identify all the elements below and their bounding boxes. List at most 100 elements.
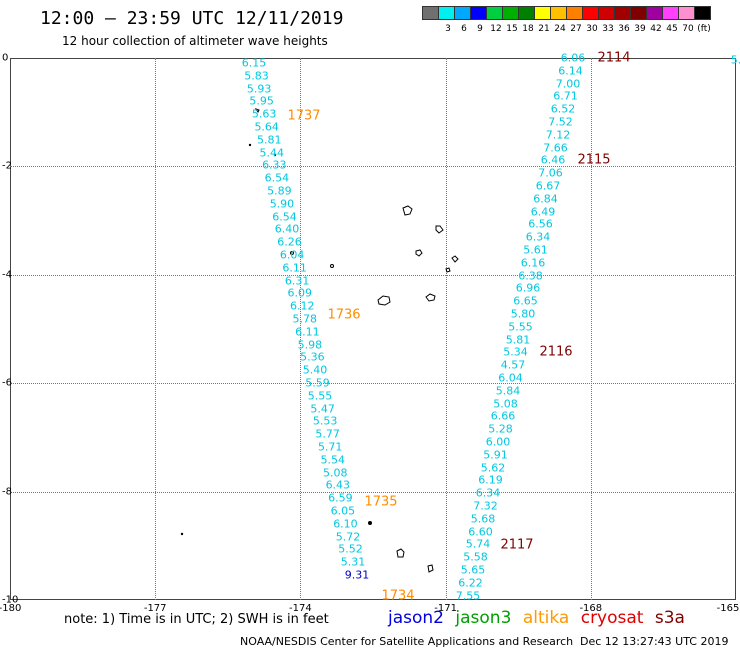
legend-tick-label: 12	[490, 24, 502, 34]
legend-swatch	[534, 6, 551, 20]
credit-line: NOAA/NESDIS Center for Satellite Applica…	[240, 635, 574, 648]
legend-tick-label: 39	[634, 24, 646, 34]
wave-height-label: 7.55	[455, 589, 481, 603]
wave-height-label: 6.15	[241, 56, 267, 70]
wave-height-label: 5.68	[470, 512, 496, 526]
longitude-label: -168	[579, 603, 603, 614]
legend-swatch	[438, 6, 455, 20]
plot-frame	[10, 58, 736, 600]
wave-height-label: 5.83	[244, 69, 269, 83]
latitude-label: 0	[2, 52, 9, 64]
legend-tick-label: (ft)	[697, 24, 711, 34]
wave-height-label: 5.95	[249, 94, 274, 108]
wave-height-label: 6.22	[458, 576, 483, 590]
wave-height-label: 5.58	[463, 550, 488, 564]
wave-height-label: 6.04	[498, 371, 523, 385]
legend-swatch	[486, 6, 503, 20]
wave-height-label: 5.08	[323, 466, 348, 480]
wave-height-label: 5.44	[259, 146, 285, 160]
pass-time-label: 2116	[539, 344, 573, 360]
wave-height-label: 6.16	[520, 256, 546, 270]
grid-line-vertical	[445, 58, 447, 600]
wave-height-label: 6.06	[560, 51, 586, 65]
legend-tick-label: 45	[666, 24, 678, 34]
legend-tick-label: 15	[506, 24, 518, 34]
wave-height-label: 6.12	[290, 299, 315, 313]
latitude-label: -10	[2, 594, 19, 606]
wave-height-label: 6.54	[272, 210, 297, 224]
wave-height-label: 5.89	[267, 184, 292, 198]
wave-height-label: 5.28	[488, 422, 513, 436]
legend-swatch	[678, 6, 695, 20]
legend-tick-label: 24	[554, 24, 566, 34]
map-plot-area	[10, 58, 736, 600]
wave-height-label: 6.31	[284, 274, 310, 288]
wave-height-label: 6.14	[558, 64, 583, 78]
wave-height-label: 5.59	[305, 376, 330, 390]
wave-height-label: 5.63	[251, 107, 277, 121]
wave-height-label: 6.34	[475, 486, 501, 500]
wave-height-label: 5.55	[307, 389, 333, 403]
wave-height-label: 5.61	[523, 243, 548, 257]
legend-swatch	[630, 6, 647, 20]
legend-swatch	[566, 6, 583, 20]
wave-height-label: 5.62	[480, 461, 506, 475]
satellite-cryosat: cryosat	[580, 608, 644, 628]
legend-tick-label: 70	[682, 24, 694, 34]
legend-swatch	[582, 6, 599, 20]
wave-height-label: 6.54	[264, 171, 290, 185]
legend-swatch	[614, 6, 631, 20]
legend-swatch	[422, 6, 439, 20]
satellite-s3a: s3a	[654, 608, 685, 628]
grid-line-horizontal	[10, 166, 736, 168]
wave-height-label: 7.32	[473, 499, 498, 513]
pass-time-label: 1734	[381, 588, 415, 604]
longitude-label: -174	[289, 603, 312, 614]
legend-tick-label: 3	[445, 24, 451, 34]
wave-height-label: 6.56	[528, 217, 553, 231]
wave-height-label: 6.34	[525, 230, 551, 244]
wave-height-label: 5.54	[320, 453, 345, 467]
wave-height-label: 6.26	[277, 235, 302, 249]
wave-height-label: 6.10	[333, 517, 358, 531]
latitude-label: -8	[2, 486, 12, 498]
satellite-jason3: jason3	[455, 608, 512, 628]
latitude-label: -6	[2, 377, 12, 389]
wave-height-label: 6.66	[490, 409, 516, 423]
wave-height-label: 6.71	[553, 89, 578, 103]
wave-height-label: 6.52	[550, 102, 576, 116]
wave-height-label: 5.55	[508, 320, 533, 334]
legend-tick-label: 21	[538, 24, 550, 34]
wave-height-label: 6.60	[468, 525, 493, 539]
wave-height-label: 5.71	[317, 440, 343, 454]
pass-time-label: 1736	[327, 307, 361, 323]
wave-height-label: 6.09	[287, 286, 312, 300]
wave-height-label: 6.11	[282, 261, 307, 275]
satellite-altika: altika	[522, 608, 570, 628]
wave-height-label: 5.53	[312, 414, 338, 428]
wave-height-label: 6.11	[295, 325, 320, 339]
wave-height-label: 5.81	[256, 133, 282, 147]
grid-line-vertical	[590, 58, 592, 600]
wave-height-label: 6.46	[540, 153, 566, 167]
wave-height-label: 6.43	[325, 478, 351, 492]
grid-line-horizontal	[10, 491, 736, 493]
legend-swatch	[454, 6, 471, 20]
wave-height-label: 6.96	[515, 281, 541, 295]
wave-height-label: 7.12	[545, 128, 571, 142]
wave-height-label: 6.84	[533, 192, 558, 206]
pass-time-label: 2117	[500, 537, 534, 553]
wave-height-label: 6.40	[274, 222, 300, 236]
wave-height-label: 7.00	[555, 77, 581, 91]
wave-height-label: 6.38	[518, 269, 543, 283]
legend-swatch	[470, 6, 487, 20]
legend-tick-label: 9	[477, 24, 483, 34]
wave-height-label: 5.64	[254, 120, 279, 134]
legend-swatch	[598, 6, 615, 20]
grid-line-horizontal	[10, 274, 736, 276]
wave-height-label: 5.77	[315, 427, 340, 441]
legend-tick-label: 30	[586, 24, 598, 34]
grid-line-vertical	[300, 58, 302, 600]
longitude-label: -177	[143, 603, 167, 614]
legend-swatch	[518, 6, 535, 20]
